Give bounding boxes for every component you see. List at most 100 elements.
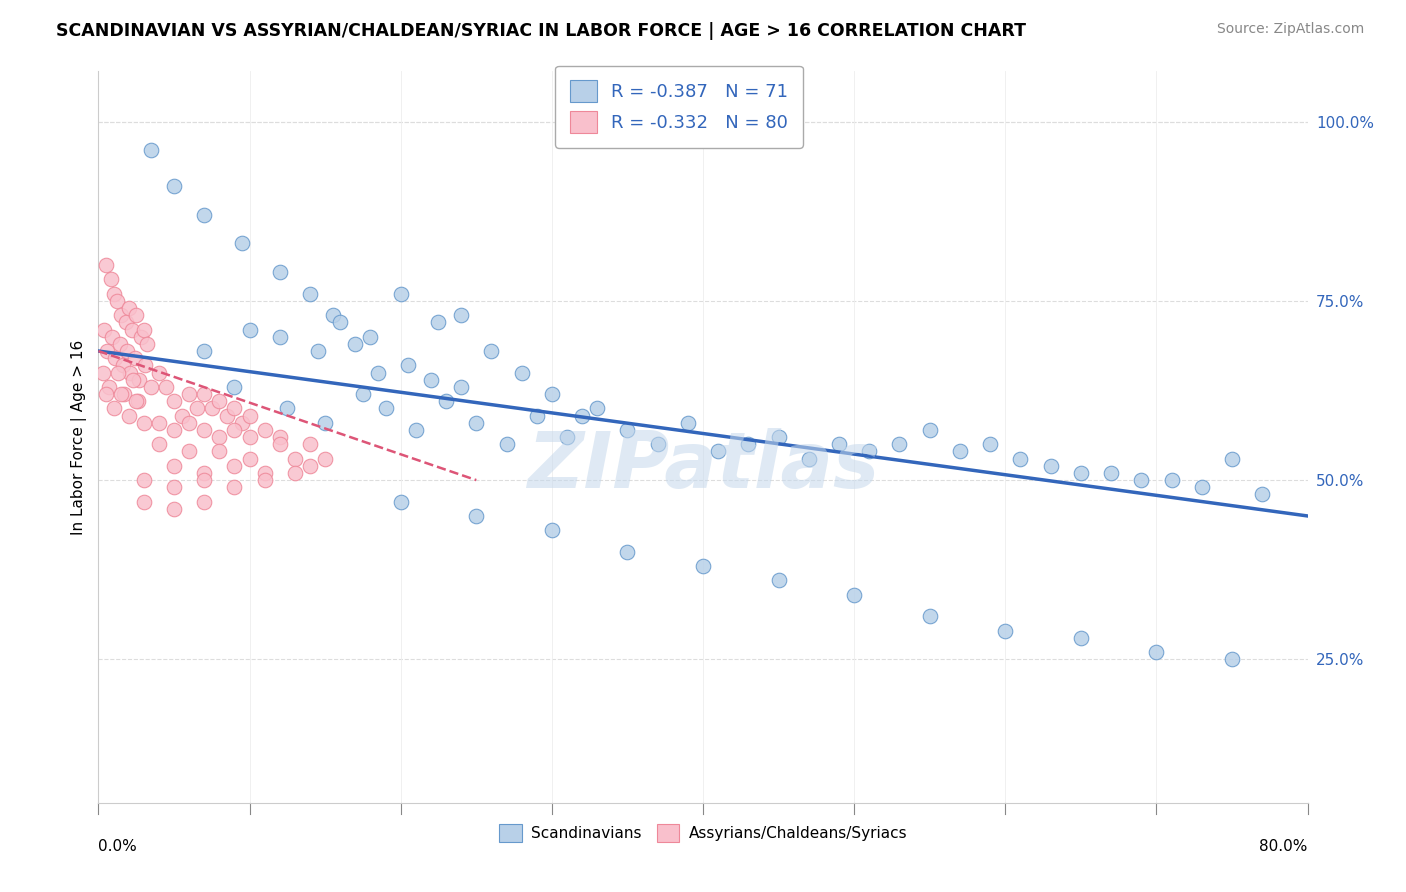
Point — [389, 286, 412, 301]
Point — [647, 437, 669, 451]
Point — [329, 315, 352, 329]
Legend: Scandinavians, Assyrians/Chaldeans/Syriacs: Scandinavians, Assyrians/Chaldeans/Syria… — [491, 816, 915, 850]
Point — [1191, 480, 1213, 494]
Point — [128, 373, 150, 387]
Point — [114, 315, 136, 329]
Point — [918, 423, 941, 437]
Point — [163, 394, 186, 409]
Point — [215, 409, 238, 423]
Point — [526, 409, 548, 423]
Point — [420, 373, 443, 387]
Point — [94, 387, 117, 401]
Point — [1220, 451, 1243, 466]
Point — [540, 524, 562, 538]
Point — [208, 394, 231, 409]
Point — [465, 416, 488, 430]
Point — [141, 380, 163, 394]
Point — [253, 473, 276, 487]
Point — [179, 387, 201, 401]
Point — [269, 265, 291, 279]
Point — [208, 430, 231, 444]
Point — [104, 351, 127, 366]
Point — [299, 458, 322, 473]
Point — [253, 423, 276, 437]
Point — [125, 394, 148, 409]
Point — [918, 609, 941, 624]
Point — [100, 272, 122, 286]
Point — [269, 329, 291, 343]
Point — [110, 308, 132, 322]
Point — [374, 401, 396, 416]
Point — [692, 559, 714, 574]
Point — [91, 366, 114, 380]
Point — [108, 336, 131, 351]
Point — [299, 437, 322, 451]
Point — [284, 451, 307, 466]
Point — [179, 416, 201, 430]
Point — [299, 286, 322, 301]
Point — [1010, 451, 1032, 466]
Point — [768, 430, 790, 444]
Point — [179, 444, 201, 458]
Point — [450, 308, 472, 322]
Point — [994, 624, 1017, 638]
Point — [949, 444, 972, 458]
Point — [132, 416, 155, 430]
Point — [118, 409, 141, 423]
Point — [510, 366, 533, 380]
Point — [224, 458, 246, 473]
Point — [224, 480, 246, 494]
Point — [239, 409, 262, 423]
Point — [314, 451, 336, 466]
Point — [405, 423, 427, 437]
Point — [120, 366, 142, 380]
Point — [314, 416, 336, 430]
Point — [118, 301, 141, 315]
Point — [360, 329, 382, 343]
Point — [571, 409, 593, 423]
Point — [121, 322, 143, 336]
Point — [224, 380, 246, 394]
Point — [103, 286, 125, 301]
Point — [844, 588, 866, 602]
Point — [224, 423, 246, 437]
Point — [322, 308, 344, 322]
Point — [427, 315, 450, 329]
Point — [163, 480, 186, 494]
Point — [586, 401, 609, 416]
Point — [239, 430, 262, 444]
Point — [344, 336, 367, 351]
Point — [979, 437, 1001, 451]
Point — [239, 451, 262, 466]
Point — [96, 344, 118, 359]
Point — [125, 308, 148, 322]
Point — [231, 236, 253, 251]
Point — [193, 387, 215, 401]
Point — [193, 494, 215, 508]
Point — [1160, 473, 1182, 487]
Point — [129, 329, 152, 343]
Point — [1099, 466, 1122, 480]
Point — [101, 329, 124, 343]
Point — [107, 366, 129, 380]
Text: 80.0%: 80.0% — [1260, 838, 1308, 854]
Point — [768, 574, 790, 588]
Point — [616, 545, 638, 559]
Point — [193, 344, 215, 359]
Point — [1251, 487, 1274, 501]
Point — [148, 366, 170, 380]
Point — [193, 473, 215, 487]
Point — [201, 401, 224, 416]
Point — [193, 208, 215, 222]
Point — [889, 437, 911, 451]
Point — [797, 451, 820, 466]
Point — [1130, 473, 1153, 487]
Point — [307, 344, 329, 359]
Point — [134, 359, 156, 373]
Point — [124, 351, 146, 366]
Point — [269, 430, 291, 444]
Point — [540, 387, 562, 401]
Point — [1070, 631, 1092, 645]
Point — [135, 336, 157, 351]
Point — [208, 444, 231, 458]
